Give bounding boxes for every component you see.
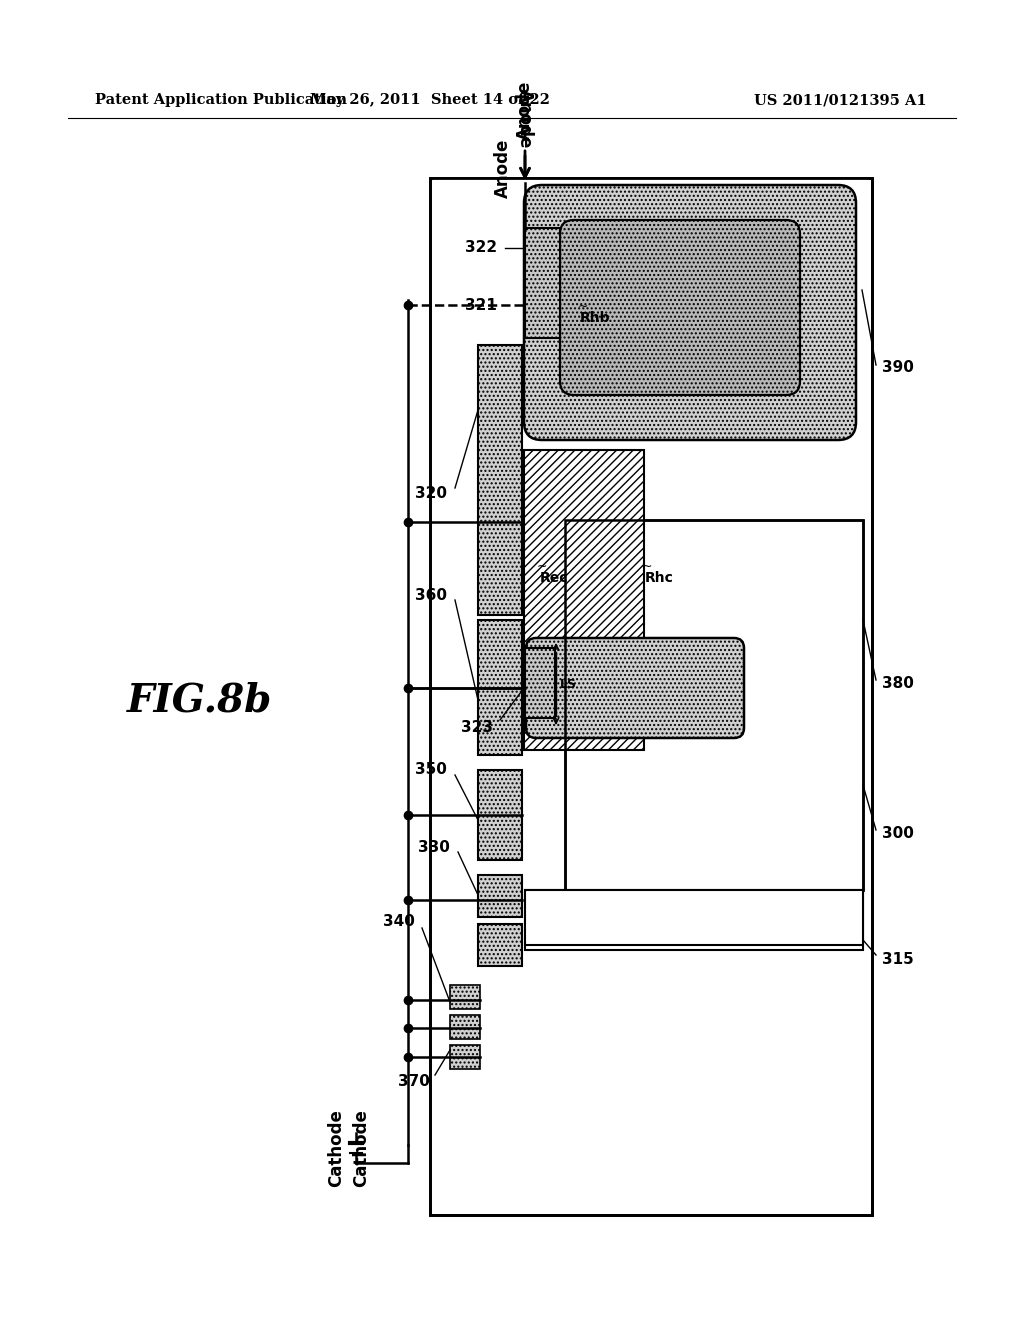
Bar <box>525 183 865 568</box>
Text: 300: 300 <box>882 826 913 842</box>
Bar <box>478 620 522 755</box>
Text: US 2011/0121395 A1: US 2011/0121395 A1 <box>754 92 927 107</box>
Text: ∼: ∼ <box>578 300 589 313</box>
Bar <box>433 178 869 1210</box>
Text: Rhc: Rhc <box>645 572 674 585</box>
FancyBboxPatch shape <box>560 220 800 395</box>
Bar <box>430 178 872 1214</box>
Text: 320: 320 <box>415 486 447 500</box>
FancyBboxPatch shape <box>526 638 744 738</box>
Bar <box>430 178 872 1214</box>
Bar <box>478 770 522 861</box>
Text: ∼: ∼ <box>642 560 652 573</box>
Bar <box>450 1015 480 1039</box>
Text: Rhb: Rhb <box>580 312 610 325</box>
Text: 323: 323 <box>461 721 493 735</box>
Bar <box>644 450 824 890</box>
Text: 370: 370 <box>398 1074 430 1089</box>
Text: 350: 350 <box>415 763 447 777</box>
Text: Rec: Rec <box>540 572 568 585</box>
Text: May 26, 2011  Sheet 14 of 22: May 26, 2011 Sheet 14 of 22 <box>310 92 550 107</box>
Bar <box>524 450 644 750</box>
Text: Anode: Anode <box>516 81 534 140</box>
Bar <box>525 228 560 338</box>
Text: Anode: Anode <box>494 139 512 198</box>
Bar <box>478 875 522 917</box>
Bar <box>478 345 522 615</box>
FancyBboxPatch shape <box>524 185 856 440</box>
Bar <box>525 648 555 718</box>
Text: FIG.8b: FIG.8b <box>127 681 272 719</box>
Bar <box>478 924 522 966</box>
Text: Cathode: Cathode <box>327 1109 345 1187</box>
Text: 321: 321 <box>465 297 497 313</box>
Text: 380: 380 <box>882 676 913 692</box>
Bar <box>450 985 480 1008</box>
Bar <box>565 520 863 890</box>
Text: 330: 330 <box>418 840 450 854</box>
Bar <box>450 1045 480 1069</box>
Text: 390: 390 <box>882 360 913 375</box>
Bar <box>525 890 863 945</box>
Text: Anode: Anode <box>516 88 534 148</box>
Text: Cathode: Cathode <box>352 1109 370 1187</box>
Text: Patent Application Publication: Patent Application Publication <box>95 92 347 107</box>
Text: 360: 360 <box>415 587 447 602</box>
Text: 340: 340 <box>383 915 415 929</box>
Text: ∼: ∼ <box>537 560 548 573</box>
Text: 315: 315 <box>882 953 913 968</box>
Text: LS: LS <box>560 677 577 690</box>
Bar <box>565 520 863 890</box>
Bar <box>525 890 863 950</box>
Text: 322: 322 <box>465 240 497 256</box>
